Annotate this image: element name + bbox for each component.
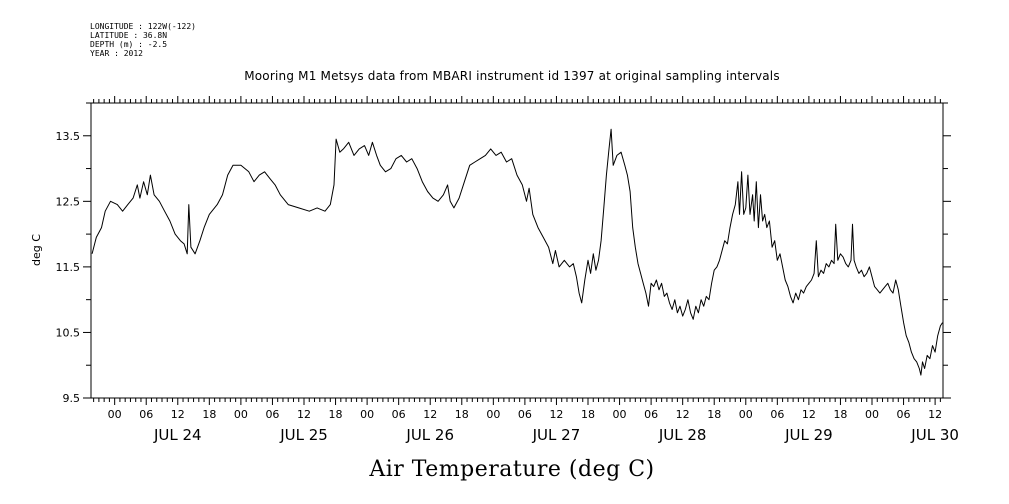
y-tick-label: 10.5	[56, 326, 81, 339]
x-hour-label: 18	[455, 408, 469, 421]
y-tick-label: 9.5	[63, 392, 81, 405]
x-hour-label: 00	[865, 408, 879, 421]
x-hour-label: 06	[392, 408, 406, 421]
x-hour-label: 06	[770, 408, 784, 421]
x-day-label: JUL 26	[405, 426, 454, 444]
x-hour-label: 00	[360, 408, 374, 421]
series-layer	[91, 128, 943, 376]
chart-title: Mooring M1 Metsys data from MBARI instru…	[244, 69, 780, 83]
x-day-label: JUL 30	[910, 426, 959, 444]
x-day-label: JUL 29	[784, 426, 833, 444]
year-text: YEAR : 2012	[90, 49, 143, 58]
x-hour-label: 12	[297, 408, 311, 421]
metadata-block: LONGITUDE : 122W(-122) LATITUDE : 36.8N …	[90, 22, 196, 58]
air-temperature-series-line	[91, 128, 943, 376]
x-hour-label: 18	[581, 408, 595, 421]
x-hour-label: 12	[549, 408, 563, 421]
y-tick-label: 12.5	[56, 195, 81, 208]
axis-ticks	[83, 96, 951, 405]
x-hour-label: 06	[518, 408, 532, 421]
x-hour-label: 00	[234, 408, 248, 421]
x-hour-label: 06	[265, 408, 279, 421]
x-hour-label: 00	[108, 408, 122, 421]
x-hour-label: 00	[486, 408, 500, 421]
x-hour-label: 12	[676, 408, 690, 421]
x-hour-label: 06	[897, 408, 911, 421]
y-axis-label: deg C	[30, 234, 43, 266]
depth-text: DEPTH (m) : -2.5	[90, 40, 167, 49]
x-hour-label: 00	[613, 408, 627, 421]
day-labels: JUL 24 JUL 25 JUL 26 JUL 27 JUL 28 JUL 29 JUL …	[153, 426, 959, 444]
x-tick-labels: 00 06 12 18 00 06 12 18 00 06 12 18 00 06 12 18 00 06 12 18…	[108, 408, 942, 421]
x-hour-label: 00	[739, 408, 753, 421]
x-day-label: JUL 24	[153, 426, 202, 444]
x-hour-label: 18	[329, 408, 343, 421]
latitude-text: LATITUDE : 36.8N	[90, 31, 167, 40]
y-tick-label: 11.5	[56, 261, 81, 274]
x-hour-label: 12	[171, 408, 185, 421]
x-day-label: JUL 27	[532, 426, 581, 444]
x-axis-title: Air Temperature (deg C)	[368, 457, 654, 482]
x-hour-label: 18	[707, 408, 721, 421]
x-hour-label: 06	[644, 408, 658, 421]
longitude-text: LONGITUDE : 122W(-122)	[90, 22, 196, 31]
x-day-label: JUL 28	[658, 426, 707, 444]
x-hour-label: 18	[202, 408, 216, 421]
x-hour-label: 12	[423, 408, 437, 421]
x-hour-label: 18	[833, 408, 847, 421]
x-hour-label: 12	[928, 408, 942, 421]
plot-frame	[90, 102, 944, 399]
x-hour-label: 12	[802, 408, 816, 421]
y-tick-labels: 9.5 10.5 11.5 12.5 13.5	[56, 130, 81, 405]
x-hour-label: 06	[139, 408, 153, 421]
x-day-label: JUL 25	[279, 426, 328, 444]
y-tick-label: 13.5	[56, 130, 81, 143]
